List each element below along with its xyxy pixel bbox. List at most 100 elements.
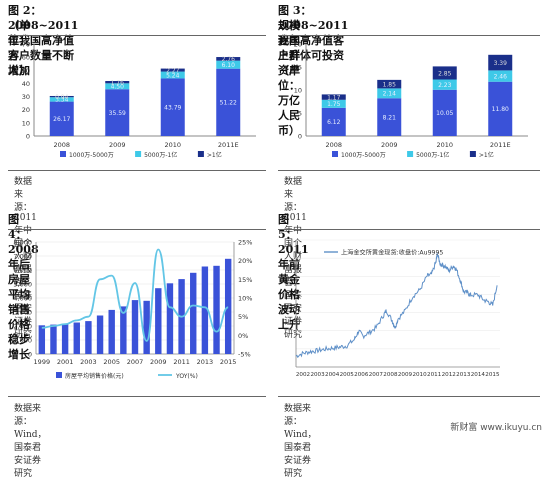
fig4-xtick-label: 2015 [220,358,237,366]
fig3-title: 图 3：2008~2011 我国高净值客户群体可投资资产 [278,4,349,77]
fig2-xtick-label: 2010 [164,141,181,149]
fig4-xtick-label: 1999 [34,358,51,366]
fig2-ytick-label: 50 [22,67,30,75]
fig2-bar-0 [49,101,74,136]
fig4-source-rule [8,396,266,397]
fig2-ytick-label: 0 [26,133,30,141]
fig4-xtick-label: 2013 [197,358,214,366]
fig3-bar-2 [377,79,402,89]
fig3-ytick-label: 10 [294,87,302,95]
fig4-bar [50,324,57,354]
fig3-bar-0 [377,98,402,136]
fig3-data-label: 2.23 [438,82,452,89]
fig4-bar [131,300,139,354]
fig4-bar [190,272,197,354]
fig4-ytick-right: 15% [238,276,252,284]
fig2-source-rule [8,170,266,171]
fig4-xtick-label: 2007 [127,358,144,366]
fig5-xtick-label: 2002 [296,372,310,378]
fig5-xtick-label: 2007 [369,372,384,378]
fig4-xtick-label: 2001 [57,358,74,366]
fig4-ytick-right: 0% [238,332,248,340]
fig2-data-label: 1.76 [111,79,125,86]
fig3-ytick-label: 5 [298,110,302,118]
fig5-gold-line [295,252,498,359]
fig3-data-label: 11.80 [492,106,509,113]
fig2-data-label: 5.24 [166,72,180,79]
fig3-legend-label: 5000万-1亿 [416,151,449,159]
fig3-title-rule [278,35,540,36]
fig2-bar-2 [49,95,74,98]
fig2-data-label: 43.79 [164,105,181,112]
fig5-xtick-label: 2011 [427,372,442,378]
fig3-legend-label: >1亿 [479,151,494,159]
fig5-xtick-label: 2003 [310,372,325,378]
fig4-title: 图 4：2008 年后房屋平均销售价格稳步增长 [8,213,39,361]
fig4-legend-label: YOY(%) [175,373,198,380]
fig2-bar-2 [160,68,185,72]
fig3-data-label: 6.12 [327,119,341,126]
fig4-chart: 0 1,000 2,000 3,000 4,000 5,000 6,000 7,000 8,00… [13,239,252,381]
fig4-title-rule [8,229,266,230]
fig3-subtitle: 规模逐年上升（单位：万亿人民币） [278,19,300,137]
fig2-legend-label: 5000万-1亿 [144,151,177,159]
fig4-bar [224,258,232,354]
fig4-ytick-right: 5% [238,313,248,321]
fig3-bar-0 [321,107,346,136]
fig2-subtitle: （单位：万人） [8,19,30,77]
fig3-data-label: 3.39 [494,60,508,67]
fig2-legend-swatch [135,151,142,157]
fig4-legend-label: 房屋平均销售价格(元) [65,372,124,380]
fig4-xtick-label: 2005 [103,358,120,366]
fig2-data-label: 35.59 [109,110,126,117]
fig3-xtick-label: 2009 [381,141,398,149]
fig4-xtick-label: 2011 [173,358,190,366]
fig5-source: 数据来源：Wind，国泰君安证券研究 [284,404,317,479]
fig4-source: 数据来源：Wind，国泰君安证券研究 [14,404,47,479]
fig2-legend-label: 1000万-5000万 [69,152,114,159]
fig5-legend-label: 上海金交所黄金现货:收盘价:Au9995 [341,249,443,257]
fig3-data-label: 2.14 [383,91,397,98]
fig4-ytick-right: 25% [238,239,252,247]
fig3-bar-2 [432,66,457,80]
fig4-bar [166,283,174,354]
fig3-bar-1 [432,79,457,90]
fig4-bar [120,306,127,354]
fig2-ytick-label: 40 [22,80,30,88]
fig5-xtick-label: 2014 [471,372,486,378]
fig2-bar-1 [160,71,185,79]
fig5-title-rule [278,229,540,230]
fig2-bar-1 [49,97,74,102]
fig4-ytick-left: 8,000 [13,239,32,247]
fig2-bar-1 [216,60,241,69]
fig4-bar [155,288,162,354]
fig3-legend-label: 1000万-5000万 [341,152,386,159]
fig3-legend-swatch [332,151,338,157]
fig2-data-label: 4.50 [111,84,125,91]
fig2-legend-swatch [197,151,204,157]
fig4-ytick-right: 10% [238,295,252,303]
fig5-xtick-label: 2009 [398,372,413,378]
fig3-bar-0 [432,89,457,136]
fig3-data-label: 10.05 [436,110,453,117]
fig4-ytick-left: 7,000 [13,253,32,261]
fig4-bar [38,325,46,354]
fig5-xtick-label: 2005 [340,372,355,378]
fig4-xtick-label: 2003 [80,358,97,366]
fig4-bar [61,323,69,354]
fig4-ytick-left: 1,000 [13,337,32,345]
fig2-data-label: 0.94 [55,94,69,101]
fig5-xtick-label: 2012 [442,372,456,378]
fig3-data-label: 1.75 [327,101,341,108]
fig4-bar [213,265,220,354]
fig2-bar-0 [105,89,130,136]
fig2-ytick-label: 70 [22,41,30,49]
fig3-data-label: 1.85 [383,81,397,88]
fig4-ytick-left: 5,000 [13,281,32,289]
fig5-xtick-label: 2013 [456,372,471,378]
fig2-xtick-label: 2009 [109,141,126,149]
fig5-xtick-label: 2006 [354,372,369,378]
fig2-data-label: 2.76 [222,56,236,63]
fig4-ytick-right: 20% [238,257,252,265]
fig3-ytick-label: 0 [298,133,302,141]
